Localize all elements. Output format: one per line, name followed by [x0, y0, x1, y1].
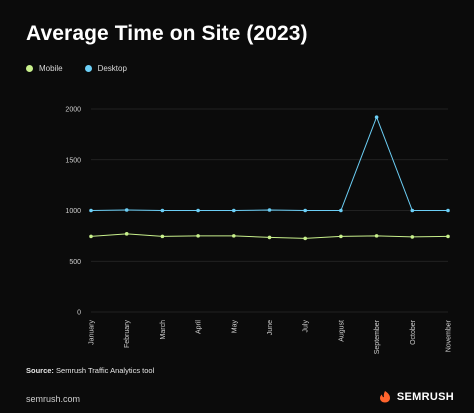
brand-logo: SEMRUSH	[377, 390, 454, 403]
data-point	[196, 234, 200, 238]
y-tick-label: 2000	[65, 107, 81, 114]
legend-item-desktop: Desktop	[84, 64, 127, 73]
x-tick-label: November	[446, 319, 453, 352]
x-tick-label: February	[124, 320, 131, 349]
brand-name: SEMRUSH	[396, 390, 454, 403]
source-note: Source: Semrush Traffic Analytics tool	[26, 366, 154, 375]
footer-url: semrush.com	[26, 394, 81, 404]
x-tick-label: June	[267, 320, 274, 335]
x-tick-label: April	[196, 320, 203, 334]
legend-label-desktop: Desktop	[97, 64, 127, 73]
data-point	[160, 234, 165, 239]
data-point	[267, 208, 272, 212]
source-text: Semrush Traffic Analytics tool	[56, 366, 155, 375]
data-point	[89, 234, 93, 239]
chart-legend: Mobile Desktop	[26, 64, 127, 73]
series-desktop	[89, 115, 450, 213]
data-point	[267, 235, 272, 240]
legend-swatch-desktop	[84, 65, 92, 72]
data-point	[160, 208, 165, 213]
data-point	[303, 236, 308, 241]
y-axis: 0 500 1000 1500 2000	[65, 107, 81, 317]
x-tick-label: July	[303, 320, 310, 333]
x-tick-label: March	[160, 320, 167, 340]
x-tick-label: May	[231, 320, 238, 334]
chart-series	[89, 115, 450, 241]
legend-item-mobile: Mobile	[26, 64, 63, 73]
x-axis: January February March April May June July Augu…	[89, 319, 453, 354]
legend-swatch-mobile	[26, 65, 33, 72]
x-tick-label: September	[374, 319, 381, 354]
data-point	[232, 208, 236, 213]
data-point	[303, 208, 308, 213]
x-tick-label: October	[410, 319, 417, 345]
data-point	[410, 235, 415, 239]
data-point	[89, 208, 93, 213]
data-point	[232, 234, 236, 238]
data-point	[410, 208, 415, 213]
y-tick-label: 0	[77, 310, 81, 317]
chart-title: Average Time on Site (2023)	[26, 22, 308, 45]
data-point	[124, 232, 129, 236]
data-point	[446, 234, 450, 239]
data-point	[374, 115, 379, 119]
data-point	[339, 234, 343, 239]
y-tick-label: 500	[69, 259, 81, 266]
x-tick-label: January	[89, 320, 96, 345]
y-tick-label: 1500	[65, 157, 81, 164]
series-line	[90, 115, 448, 211]
data-point	[196, 208, 200, 213]
x-tick-label: August	[338, 320, 345, 342]
semrush-flame-icon	[379, 391, 390, 403]
data-point	[374, 234, 379, 238]
source-label: Source:	[26, 366, 54, 375]
series-mobile	[89, 232, 450, 241]
y-tick-label: 1000	[65, 208, 81, 215]
data-point	[446, 208, 450, 213]
data-point	[124, 208, 129, 212]
legend-label-mobile: Mobile	[39, 64, 63, 73]
data-point	[339, 208, 343, 213]
